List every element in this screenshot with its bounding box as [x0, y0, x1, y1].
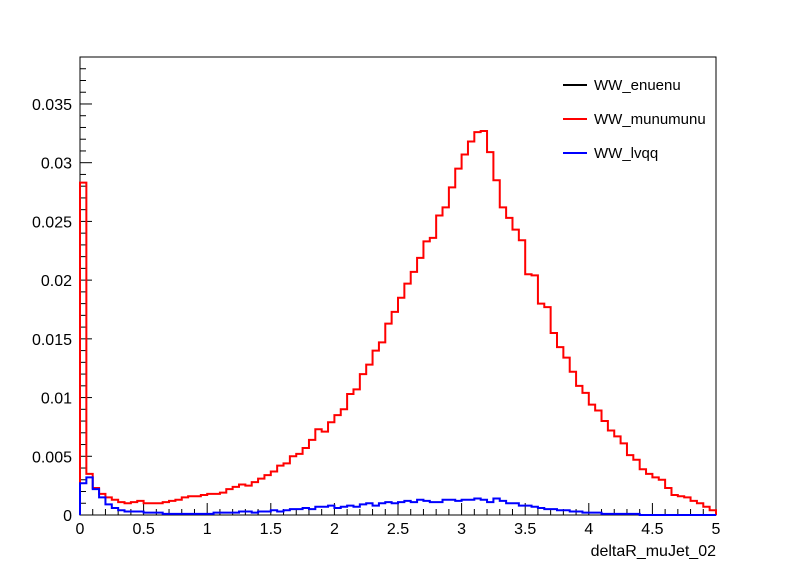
- x-tick-label: 3.5: [514, 521, 536, 538]
- y-tick-label: 0.015: [32, 332, 72, 349]
- x-tick-label: 0: [76, 521, 85, 538]
- legend-label: WW_enuenu: [594, 77, 681, 94]
- legend-label: WW_lvqq: [594, 145, 658, 162]
- series-line-1: [79, 129, 717, 515]
- y-tick-label: 0.01: [41, 391, 72, 408]
- y-tick-label: 0.025: [32, 214, 72, 231]
- x-tick-label: 4: [584, 521, 593, 538]
- x-axis-label: deltaR_muJet_02: [591, 543, 717, 560]
- y-tick-label: 0.005: [32, 449, 72, 466]
- x-tick-label: 4.5: [641, 521, 663, 538]
- y-tick-label: 0.02: [41, 273, 72, 290]
- x-tick-label: 1: [203, 521, 212, 538]
- y-tick-label: 0.035: [32, 97, 72, 114]
- y-tick-label: 0: [63, 508, 72, 525]
- y-tick-label: 0.03: [41, 156, 72, 173]
- x-tick-label: 2: [330, 521, 339, 538]
- x-tick-label: 0.5: [132, 521, 154, 538]
- legend-label: WW_munumunu: [594, 111, 706, 128]
- x-tick-label: 2.5: [387, 521, 409, 538]
- x-tick-label: 3: [457, 521, 466, 538]
- series-line-2: [79, 476, 716, 516]
- x-tick-label: 1.5: [260, 521, 282, 538]
- x-tick-label: 5: [712, 521, 721, 538]
